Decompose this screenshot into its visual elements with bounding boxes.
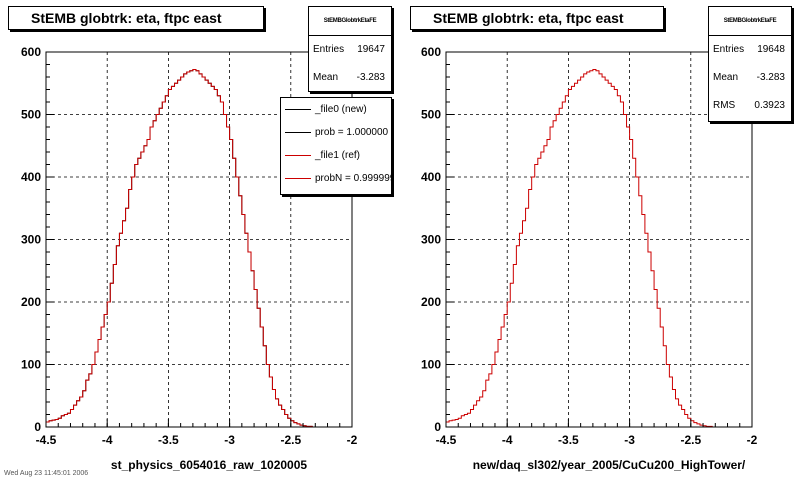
x-tick-label: -4 [102, 433, 113, 447]
plot-title-left: StEMB globtrk: eta, ftpc east [8, 6, 264, 30]
y-tick-label: 500 [421, 108, 441, 122]
legend-label: _file1 (ref) [315, 150, 361, 161]
y-tick-label: 0 [434, 420, 441, 434]
y-tick-label: 100 [21, 358, 41, 372]
plot-title-right: StEMB globtrk: eta, ftpc east [410, 6, 664, 30]
y-tick-label: 200 [21, 295, 41, 309]
stats-rms-label: RMS [713, 100, 736, 111]
legend-box: _file0 (new) prob = 1.000000 _file1 (ref… [280, 97, 392, 195]
y-tick-label: 400 [421, 170, 441, 184]
stats-box-right: StEMBGlobtrkEtaFE Entries 19648 Mean -3.28… [708, 6, 792, 122]
y-tick-label: 0 [34, 420, 41, 434]
legend-label: probN = 0.999999 [315, 173, 392, 184]
stats-box-left: StEMBGlobtrkEtaFE Entries 19647 Mean -3.28… [308, 6, 392, 92]
x-tick-label: -3.5 [558, 433, 579, 447]
y-tick-label: 500 [21, 108, 41, 122]
x-tick-label: -2.5 [280, 433, 301, 447]
y-tick-label: 600 [421, 45, 441, 59]
y-tick-label: 300 [421, 233, 441, 247]
x-tick-label: -3 [224, 433, 235, 447]
legend-label: _file0 (new) [315, 104, 367, 115]
stats-entries-label: Entries [313, 44, 345, 55]
stats-entries-value: 19647 [357, 44, 385, 55]
stats-entries-value: 19648 [757, 44, 785, 55]
stats-header: StEMBGlobtrkEtaFE [709, 7, 791, 36]
x-tick-label: -3.5 [158, 433, 179, 447]
y-tick-label: 100 [421, 358, 441, 372]
stats-mean-label: Mean [713, 72, 739, 83]
stats-mean-value: -3.283 [356, 72, 385, 83]
x-axis-label: st_physics_6054016_raw_1020005 [111, 458, 307, 472]
x-tick-label: -2 [347, 433, 358, 447]
legend-item-probn: probN = 0.999999 [281, 167, 391, 190]
x-tick-label: -4.5 [36, 433, 57, 447]
stats-mean-value: -3.283 [756, 72, 785, 83]
stats-rms-value: 0.3923 [754, 100, 785, 111]
x-tick-label: -3 [624, 433, 635, 447]
histogram-series-1 [45, 69, 352, 428]
legend-item-prob: prob = 1.000000 [281, 121, 391, 144]
legend-item-file1: _file1 (ref) [281, 144, 391, 167]
stats-entries-label: Entries [713, 44, 745, 55]
x-tick-label: -4 [502, 433, 513, 447]
x-tick-label: -2 [747, 433, 758, 447]
y-tick-label: 300 [21, 233, 41, 247]
x-axis-label: new/daq_sl302/year_2005/CuCu200_HighTowe… [473, 458, 746, 472]
stats-mean-label: Mean [313, 72, 339, 83]
y-tick-label: 400 [21, 170, 41, 184]
stats-header: StEMBGlobtrkEtaFE [309, 7, 391, 36]
legend-label: prob = 1.000000 [315, 127, 389, 138]
footer-timestamp: Wed Aug 23 11:45:01 2006 [4, 470, 89, 477]
y-tick-label: 600 [21, 45, 41, 59]
histogram-series-0 [445, 69, 752, 428]
x-tick-label: -4.5 [436, 433, 457, 447]
legend-item-file0: _file0 (new) [281, 98, 391, 121]
y-tick-label: 200 [421, 295, 441, 309]
x-tick-label: -2.5 [680, 433, 701, 447]
